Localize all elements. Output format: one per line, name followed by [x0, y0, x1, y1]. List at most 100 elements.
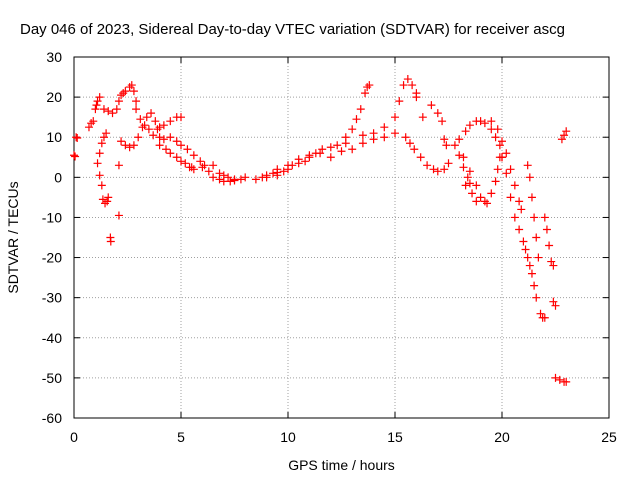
data-point [172, 137, 181, 146]
data-point [117, 137, 126, 146]
data-point [153, 125, 162, 134]
data-point [363, 83, 372, 92]
data-point [551, 301, 560, 310]
data-point [209, 173, 218, 182]
data-point [472, 197, 481, 206]
data-point [284, 161, 292, 170]
data-point [455, 135, 464, 144]
data-point [144, 125, 153, 134]
x-tick-label: 5 [177, 429, 185, 445]
y-tick-label: 0 [54, 169, 62, 185]
data-point [391, 129, 399, 138]
y-tick-label: -20 [42, 250, 62, 266]
data-point [72, 133, 81, 142]
data-point [269, 169, 278, 178]
data-point [155, 123, 164, 132]
data-point [155, 133, 164, 142]
data-point [95, 93, 104, 102]
data-point [215, 175, 224, 184]
data-point [523, 161, 532, 170]
data-point [433, 109, 442, 118]
data-point [97, 139, 106, 148]
data-point [442, 141, 451, 150]
data-point [358, 139, 367, 148]
data-point [399, 81, 408, 90]
data-point [510, 181, 519, 190]
data-point [204, 167, 213, 176]
data-point [112, 105, 121, 114]
data-point [480, 197, 489, 206]
data-point [540, 213, 549, 222]
data-point [348, 125, 357, 134]
data-point [532, 293, 541, 302]
data-point [369, 129, 378, 138]
data-point [463, 173, 472, 182]
data-point [151, 117, 160, 126]
data-point [177, 113, 185, 122]
data-point [279, 167, 288, 176]
data-point [555, 375, 564, 384]
data-point [461, 127, 470, 136]
data-point [200, 161, 209, 170]
data-point [547, 257, 556, 266]
data-point [506, 165, 515, 174]
data-point [159, 121, 168, 130]
y-tick-label: 20 [46, 89, 62, 105]
data-point [525, 173, 534, 182]
data-point [395, 97, 404, 106]
data-point [337, 147, 346, 156]
data-point [301, 157, 310, 166]
x-axis-label: GPS time / hours [288, 457, 395, 473]
data-point [525, 261, 534, 270]
data-point [557, 135, 566, 144]
data-point [465, 167, 474, 176]
data-point [316, 149, 325, 158]
data-point [515, 225, 524, 234]
data-point [498, 153, 506, 162]
data-point [502, 169, 511, 178]
data-point [515, 197, 524, 206]
data-point [483, 199, 492, 208]
data-point [189, 165, 198, 174]
data-point [119, 89, 128, 98]
data-point [70, 151, 78, 160]
data-point [487, 117, 496, 126]
data-point [129, 87, 138, 96]
data-point [99, 105, 108, 114]
data-point [549, 297, 558, 306]
data-point [326, 153, 335, 162]
data-point [104, 107, 113, 116]
data-point [99, 133, 108, 142]
data-point [127, 81, 136, 90]
data-point [114, 97, 123, 106]
data-point [181, 159, 190, 168]
data-point [391, 113, 399, 122]
data-point [527, 193, 536, 202]
data-point [93, 159, 102, 168]
data-point [459, 163, 468, 172]
data-point [361, 89, 370, 98]
data-point [106, 237, 115, 246]
data-point [440, 135, 449, 144]
data-point [465, 179, 474, 188]
data-point [450, 141, 459, 150]
data-point [159, 135, 168, 144]
data-point [465, 121, 474, 130]
data-point [380, 133, 389, 142]
data-point [129, 141, 138, 150]
data-point [121, 87, 130, 96]
y-tick-label: -10 [42, 209, 62, 225]
data-point [427, 101, 436, 110]
y-axis: -60 -50 -40 -30 -20 -10 0 10 20 30 [42, 49, 609, 426]
data-point [506, 193, 515, 202]
data-point [209, 161, 218, 170]
data-point [166, 117, 175, 126]
data-point [305, 151, 314, 160]
data-point [461, 181, 470, 190]
data-point [476, 193, 485, 202]
data-point [91, 105, 100, 114]
data-point [121, 141, 130, 150]
y-tick-label: -50 [42, 370, 62, 386]
data-point [530, 281, 539, 290]
